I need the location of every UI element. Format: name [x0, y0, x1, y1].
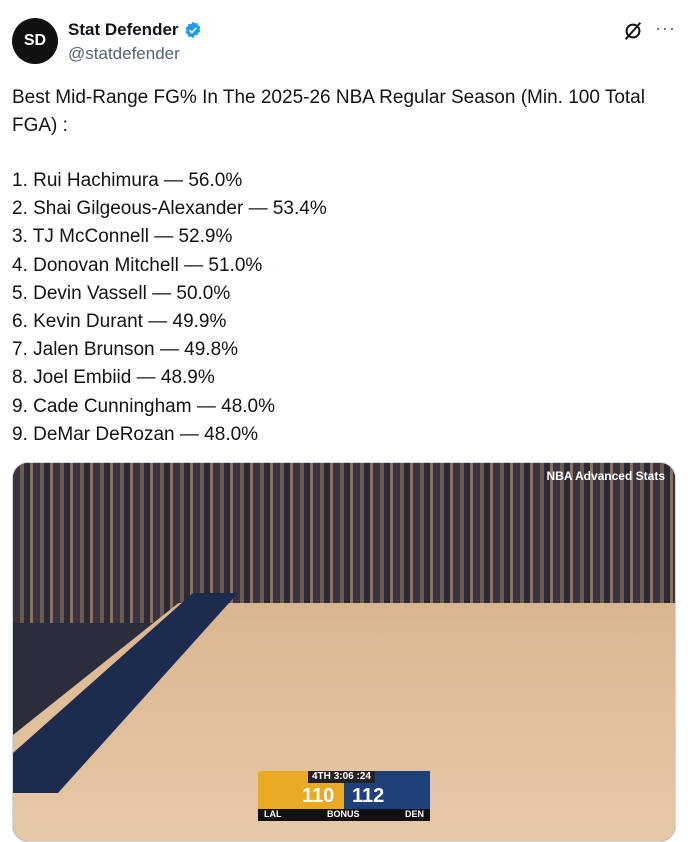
media-image[interactable]: NBA Advanced Stats 110 112 4TH 3:06 :24 … [12, 462, 676, 842]
watermark: NBA Advanced Stats [546, 469, 665, 483]
scoreboard: 110 112 4TH 3:06 :24 LAL BONUS DEN [258, 771, 430, 821]
ranking-list: 1. Rui Hachimura — 56.0% 2. Shai Gilgeou… [12, 167, 327, 449]
verified-badge-icon [185, 21, 200, 39]
home-team: LAL [264, 809, 282, 819]
grok-icon[interactable] [622, 20, 644, 42]
clock: 3:06 [333, 771, 354, 782]
list-item: 1. Rui Hachimura — 56.0% [12, 170, 243, 191]
bonus: BONUS [326, 809, 360, 819]
crowd [13, 463, 675, 623]
author-name-text: Stat Defender [68, 20, 179, 39]
list-item: 4. Donovan Mitchell — 51.0% [12, 254, 263, 276]
more-icon[interactable]: ··· [655, 18, 676, 38]
list-item: 8. Joel Embiid — 48.9% [12, 367, 215, 389]
list-item: 3. TJ McConnell — 52.9% [12, 226, 233, 248]
quarter: 4TH [312, 771, 331, 782]
list-item: 7. Jalen Brunson — 49.8% [12, 339, 239, 361]
list-item: 2. Shai Gilgeous-Alexander — 53.4% [12, 198, 327, 220]
list-item: 5. Devin Vassell — 50.0% [12, 282, 231, 304]
shot-clock: :24 [356, 771, 371, 782]
list-item: 9. DeMar DeRozan — 48.0% [12, 423, 259, 445]
author-handle[interactable]: @statdefender [68, 44, 180, 63]
avatar[interactable]: SD [12, 18, 58, 64]
game-clock: 4TH 3:06 :24 [308, 771, 375, 783]
list-item: 6. Kevin Durant — 49.9% [12, 311, 227, 333]
away-score: 112 [352, 785, 385, 807]
author-name[interactable]: Stat Defender [68, 20, 202, 40]
tweet-text: Best Mid-Range FG% In The 2025-26 NBA Re… [12, 87, 645, 136]
list-item: 9. Cade Cunningham — 48.0% [12, 395, 275, 417]
home-score: 110 [302, 785, 335, 807]
away-team: DEN [404, 809, 424, 819]
avatar-logo: SD [23, 32, 47, 49]
scoreboard-footer: LAL BONUS DEN [258, 809, 430, 821]
